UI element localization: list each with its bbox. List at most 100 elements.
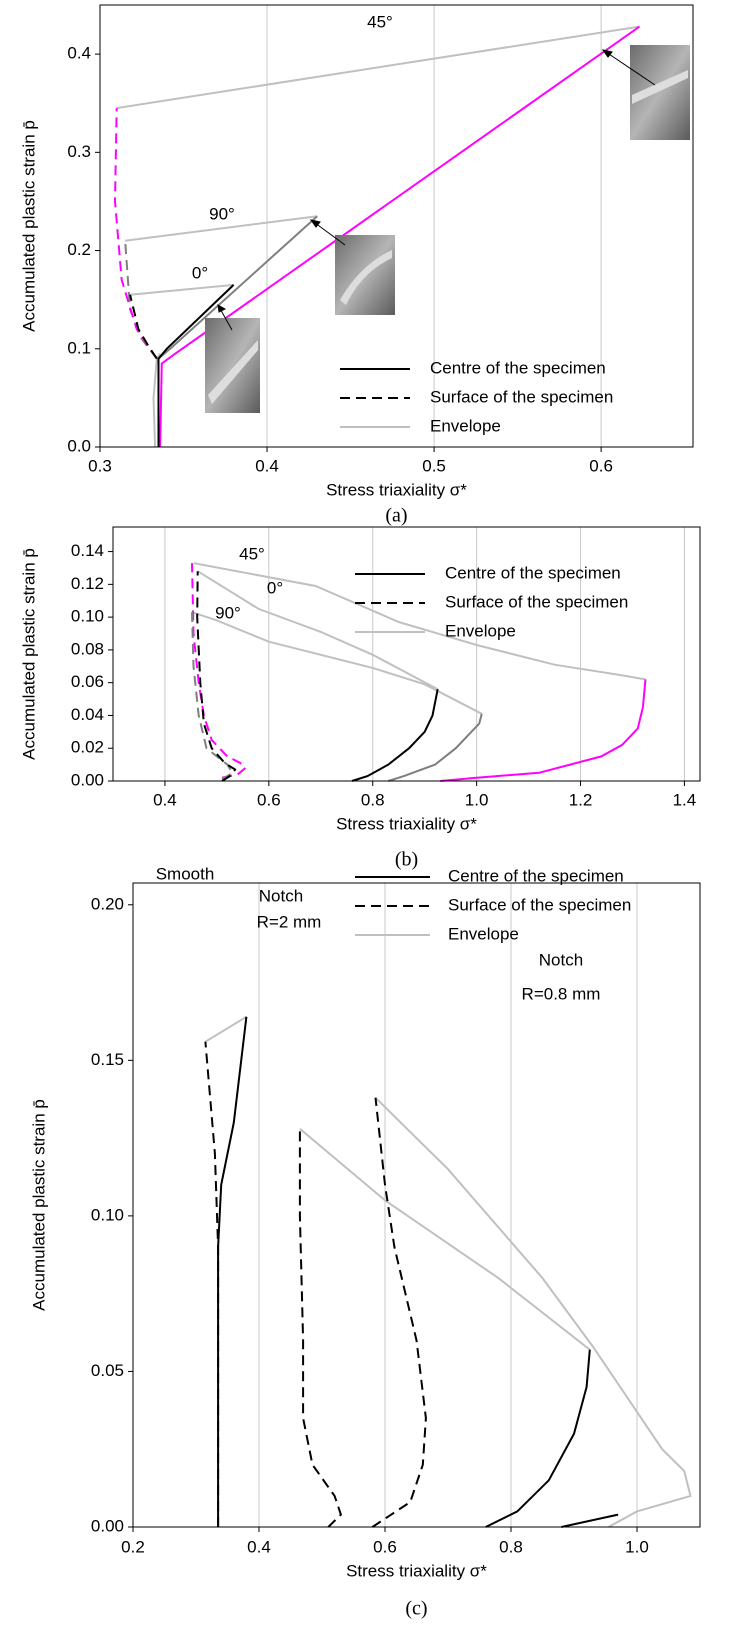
x-tick-label: 0.8 bbox=[361, 790, 385, 809]
legend-label: Surface of the specimen bbox=[430, 387, 613, 406]
y-tick-label: 0.3 bbox=[67, 142, 91, 161]
series-line bbox=[124, 215, 318, 242]
series-line bbox=[196, 571, 237, 782]
x-tick-label: 0.4 bbox=[153, 790, 177, 809]
y-axis-label: Accumulated plastic strain p̄ bbox=[19, 120, 38, 332]
legend-label: Envelope bbox=[448, 924, 519, 943]
series-line bbox=[485, 1349, 591, 1528]
caption: (a) bbox=[385, 505, 407, 527]
caption: (b) bbox=[395, 849, 418, 871]
x-tick-label: 1.4 bbox=[673, 790, 697, 809]
y-tick-label: 0.04 bbox=[71, 705, 104, 724]
series-line bbox=[351, 689, 439, 782]
series-line bbox=[204, 1015, 247, 1043]
series-line bbox=[193, 562, 646, 681]
specimen-photos bbox=[205, 45, 690, 413]
legend-label: Centre of the specimen bbox=[448, 866, 624, 885]
annotation: 90° bbox=[215, 603, 241, 622]
y-tick-label: 0.06 bbox=[71, 672, 104, 691]
series-line bbox=[298, 1128, 343, 1528]
legend-label: Centre of the specimen bbox=[430, 358, 606, 377]
annotation: R=0.8 mm bbox=[522, 984, 601, 1003]
x-tick-label: 0.3 bbox=[88, 456, 112, 475]
x-axis-label: Stress triaxiality σ* bbox=[326, 480, 467, 499]
annotation: 0° bbox=[267, 578, 283, 597]
x-tick-label: 1.0 bbox=[465, 790, 489, 809]
x-tick-label: 0.6 bbox=[257, 790, 281, 809]
y-tick-label: 0.08 bbox=[71, 639, 104, 658]
x-axis-label: Stress triaxiality σ* bbox=[346, 1561, 487, 1580]
plot-frame bbox=[112, 526, 701, 782]
x-tick-label: 0.8 bbox=[499, 1537, 523, 1556]
series-line bbox=[388, 713, 483, 782]
y-tick-label: 0.20 bbox=[91, 894, 124, 913]
crack bbox=[632, 70, 688, 104]
y-tick-label: 0.15 bbox=[91, 1050, 124, 1069]
y-tick-label: 0.00 bbox=[91, 1516, 124, 1535]
x-axis-label: Stress triaxiality σ* bbox=[336, 814, 477, 833]
series-line bbox=[440, 679, 647, 782]
crack bbox=[340, 250, 392, 305]
annotation: Notch bbox=[539, 950, 583, 969]
x-tick-label: 1.2 bbox=[569, 790, 593, 809]
y-tick-label: 0.00 bbox=[71, 770, 104, 789]
y-tick-label: 0.14 bbox=[71, 541, 104, 560]
y-tick-label: 0.4 bbox=[67, 44, 91, 63]
annotation: 45° bbox=[367, 12, 393, 31]
series-line bbox=[130, 283, 234, 296]
arrows bbox=[217, 49, 656, 331]
caption: (c) bbox=[405, 1598, 427, 1620]
series-line bbox=[157, 284, 235, 447]
series-line bbox=[129, 294, 158, 360]
legend-label: Centre of the specimen bbox=[445, 563, 621, 582]
annotation: 90° bbox=[209, 204, 235, 223]
annotation: Smooth bbox=[156, 864, 215, 883]
series-line bbox=[191, 612, 234, 781]
y-tick-label: 0.0 bbox=[67, 436, 91, 455]
arrow bbox=[602, 49, 656, 86]
plot-frame bbox=[132, 882, 701, 1528]
annotation: R=2 mm bbox=[257, 912, 322, 931]
series-line bbox=[371, 1097, 427, 1528]
chart: 0.3 0.4 0.5 0.6 0.0 0.1 0.2 0.3 0.4 Centre of the… bbox=[19, 4, 694, 527]
chart: 0.2 0.4 0.6 0.8 1.0 0.00 0.05 0.10 0.15 0.20 Centr… bbox=[29, 864, 701, 1620]
series-line bbox=[116, 25, 640, 110]
y-axis-label: Accumulated plastic strain p̄ bbox=[19, 548, 38, 760]
y-tick-label: 0.12 bbox=[71, 574, 104, 593]
annotation: Notch bbox=[259, 886, 303, 905]
crack bbox=[208, 340, 258, 404]
annotation: 0° bbox=[192, 263, 208, 282]
series-line bbox=[152, 353, 161, 448]
series-line bbox=[374, 1096, 692, 1528]
series-line bbox=[191, 563, 248, 779]
annotation: 45° bbox=[239, 544, 265, 563]
y-tick-label: 0.02 bbox=[71, 738, 104, 757]
y-tick-label: 0.1 bbox=[67, 338, 91, 357]
arrow-head bbox=[309, 219, 321, 228]
series-line bbox=[217, 1016, 248, 1527]
legend-label: Envelope bbox=[445, 621, 516, 640]
legend-label: Surface of the specimen bbox=[445, 592, 628, 611]
x-tick-label: 0.4 bbox=[255, 456, 279, 475]
x-tick-label: 0.6 bbox=[373, 1537, 397, 1556]
y-axis-label: Accumulated plastic strain p̄ bbox=[29, 1099, 48, 1311]
y-tick-label: 0.10 bbox=[91, 1205, 124, 1224]
legend-label: Envelope bbox=[430, 416, 501, 435]
series-line bbox=[197, 570, 439, 691]
legend-label: Surface of the specimen bbox=[448, 895, 631, 914]
series-line bbox=[191, 611, 483, 715]
series-line bbox=[124, 240, 158, 360]
x-tick-label: 0.6 bbox=[589, 456, 613, 475]
arrow-head bbox=[601, 49, 613, 58]
x-tick-label: 0.5 bbox=[422, 456, 446, 475]
x-tick-label: 0.4 bbox=[247, 1537, 271, 1556]
x-tick-label: 0.2 bbox=[121, 1537, 145, 1556]
series-line bbox=[204, 1041, 220, 1527]
series-line bbox=[113, 108, 158, 360]
arrow-head bbox=[217, 304, 227, 313]
series-line bbox=[299, 1128, 591, 1351]
series-line bbox=[159, 25, 641, 448]
plot-frame bbox=[99, 4, 694, 448]
y-tick-label: 0.2 bbox=[67, 240, 91, 259]
